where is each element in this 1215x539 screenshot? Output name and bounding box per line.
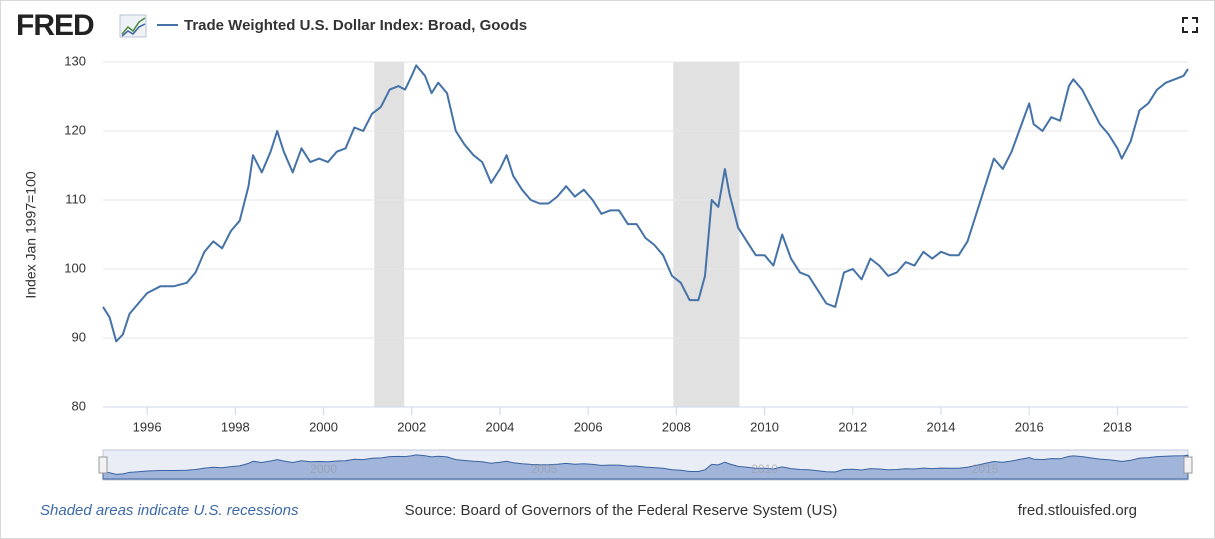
y-tick-label: 130 — [64, 53, 86, 68]
x-tick-label: 2018 — [1103, 419, 1132, 434]
x-tick-label: 2016 — [1015, 419, 1044, 434]
source: Source: Board of Governors of the Federa… — [405, 502, 838, 519]
recession-note: Shaded areas indicate U.S. recessions — [40, 502, 299, 519]
plot-area — [103, 62, 1188, 407]
y-tick-label: 120 — [64, 122, 86, 137]
legend-entry: Trade Weighted U.S. Dollar Index: Broad,… — [184, 17, 527, 34]
y-tick-label: 100 — [64, 260, 86, 275]
navigator-tick-label: 2015 — [972, 462, 999, 476]
navigator-tick-label: 2000 — [310, 462, 337, 476]
navigator-tick-label: 2010 — [751, 462, 778, 476]
x-tick-label: 2008 — [662, 419, 691, 434]
y-tick-label: 80 — [72, 398, 86, 413]
x-tick-label: 1998 — [221, 419, 250, 434]
navigator-tick-label: 2005 — [531, 462, 558, 476]
logo: FRED — [16, 9, 94, 42]
recession-band — [673, 62, 740, 407]
y-tick-label: 90 — [72, 329, 86, 344]
navigator-handle[interactable] — [98, 456, 108, 474]
logo-icon — [119, 14, 147, 38]
x-tick-label: 2014 — [927, 419, 956, 434]
x-tick-label: 2004 — [485, 419, 514, 434]
x-tick-label: 2012 — [838, 419, 867, 434]
site-link[interactable]: fred.stlouisfed.org — [1018, 502, 1137, 519]
x-tick-label: 2000 — [309, 419, 338, 434]
recession-band — [374, 62, 405, 407]
x-tick-label: 1996 — [133, 419, 162, 434]
y-axis-label: Index Jan 1997=100 — [23, 171, 39, 298]
x-tick-label: 2002 — [397, 419, 426, 434]
y-tick-label: 110 — [65, 191, 86, 206]
navigator-series — [102, 454, 1189, 480]
x-tick-label: 2010 — [750, 419, 779, 434]
x-tick-label: 2006 — [574, 419, 603, 434]
fullscreen-icon[interactable] — [1182, 17, 1198, 33]
navigator-handle[interactable] — [1183, 456, 1193, 474]
series-line — [102, 64, 1189, 343]
